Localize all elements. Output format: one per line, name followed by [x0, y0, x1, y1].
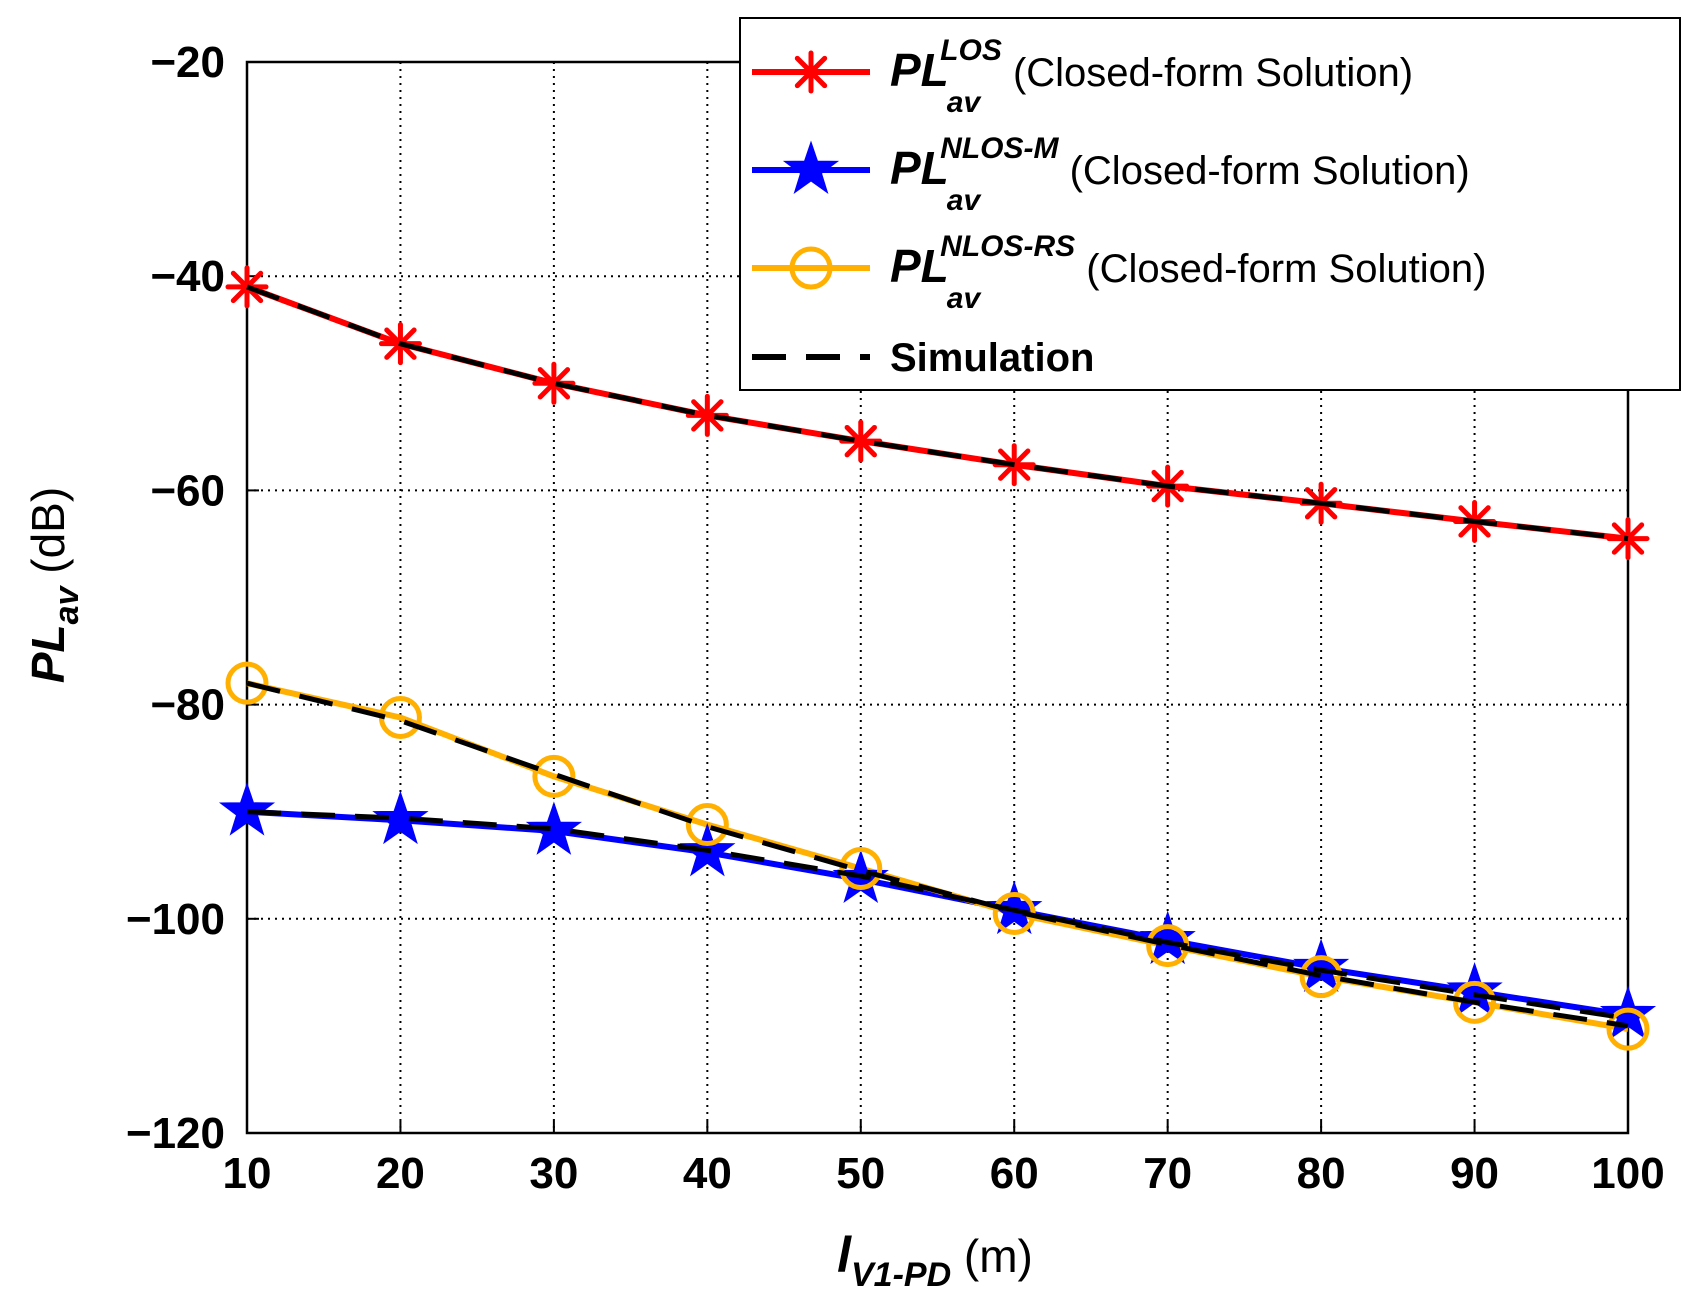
svg-text:lV1-PD (m): lV1-PD (m) [837, 1227, 1033, 1294]
svg-text:PLav (dB): PLav (dB) [22, 487, 86, 683]
x-tick-label: 80 [1297, 1149, 1346, 1198]
data-point [839, 846, 883, 890]
data-point [1453, 980, 1497, 1024]
y-axis-title-unit: (dB) [22, 487, 74, 587]
x-tick-label: 20 [376, 1149, 425, 1198]
x-tick-label: 100 [1591, 1149, 1664, 1198]
x-tick-label: 40 [683, 1149, 732, 1198]
x-axis-title-main: l [837, 1227, 852, 1283]
data-point [839, 419, 883, 463]
tick-labels: 10 20 30 40 50 60 70 80 90 100 −20 −40 −60 −80 −100 −12… [126, 38, 1665, 1198]
y-axis-title: PLav (dB) [22, 487, 86, 683]
data-point [218, 782, 276, 836]
legend-item: Simulation [752, 336, 1094, 380]
y-tick-label: −40 [150, 252, 225, 301]
y-tick-label: −100 [126, 895, 225, 944]
y-tick-label: −20 [150, 38, 225, 87]
x-tick-label: 50 [836, 1149, 885, 1198]
series-group [218, 265, 1657, 1051]
legend-item: PL avNLOS-RS (Closed-form Solution) [752, 230, 1486, 315]
x-tick-label: 90 [1450, 1149, 1499, 1198]
y-tick-label: −120 [126, 1109, 225, 1158]
data-point [525, 801, 582, 855]
legend-marker [789, 246, 833, 290]
y-axis-title-sub: av [48, 584, 86, 624]
data-point [685, 803, 729, 847]
x-axis-title-unit: (m) [951, 1230, 1033, 1282]
legend: PL avLOS (Closed-form Solution) PL avNLOS-M… [739, 17, 1681, 391]
x-tick-label: 10 [223, 1149, 272, 1198]
data-point [372, 790, 429, 845]
y-tick-label: −60 [150, 466, 225, 515]
simulation-line [246, 680, 1629, 1029]
y-axis-title-main: PL [22, 624, 74, 683]
legend-label: Simulation [890, 336, 1094, 380]
x-tick-label: 60 [990, 1149, 1039, 1198]
legend-item: PL avNLOS-M (Closed-form Solution) [752, 132, 1470, 217]
x-tick-label: 30 [529, 1149, 578, 1198]
data-point [532, 361, 576, 405]
x-axis-title: lV1-PD (m) [837, 1227, 1033, 1294]
y-tick-label: −80 [150, 681, 225, 730]
legend-marker [789, 50, 833, 94]
legend-item: PL avLOS (Closed-form Solution) [752, 34, 1413, 119]
legend-label: PL avLOS (Closed-form Solution) [890, 34, 1413, 119]
data-point [986, 880, 1043, 935]
legend-marker [782, 140, 840, 194]
data-point [1606, 1007, 1650, 1051]
data-point [1293, 938, 1350, 992]
data-point [532, 754, 576, 798]
data-point [225, 661, 269, 705]
x-tick-label: 70 [1143, 1149, 1192, 1198]
x-axis-title-sub: V1-PD [851, 1256, 951, 1294]
legend-label: PL avNLOS-RS (Closed-form Solution) [890, 230, 1486, 315]
data-point [1139, 910, 1196, 965]
simulation-line [246, 284, 1629, 542]
legend-label: PL avNLOS-M (Closed-form Solution) [890, 132, 1470, 217]
simulation-line [246, 809, 1629, 1021]
data-point [1299, 955, 1343, 999]
legend-box [739, 17, 1681, 391]
